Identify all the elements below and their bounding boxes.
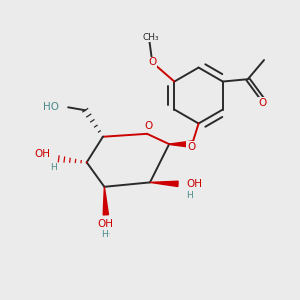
Polygon shape [169,141,193,146]
Text: OH: OH [98,219,114,229]
Text: CH₃: CH₃ [142,33,159,42]
Text: O: O [258,98,267,108]
Text: HO: HO [43,102,59,112]
Text: H: H [50,163,57,172]
Polygon shape [103,187,109,215]
Text: H·: H· [101,230,111,239]
Text: H: H [186,191,193,200]
Text: O: O [144,122,153,131]
Polygon shape [150,181,178,187]
Text: OH: OH [34,148,50,158]
Text: OH: OH [187,179,203,189]
Text: O: O [187,142,195,152]
Text: O: O [148,57,156,68]
